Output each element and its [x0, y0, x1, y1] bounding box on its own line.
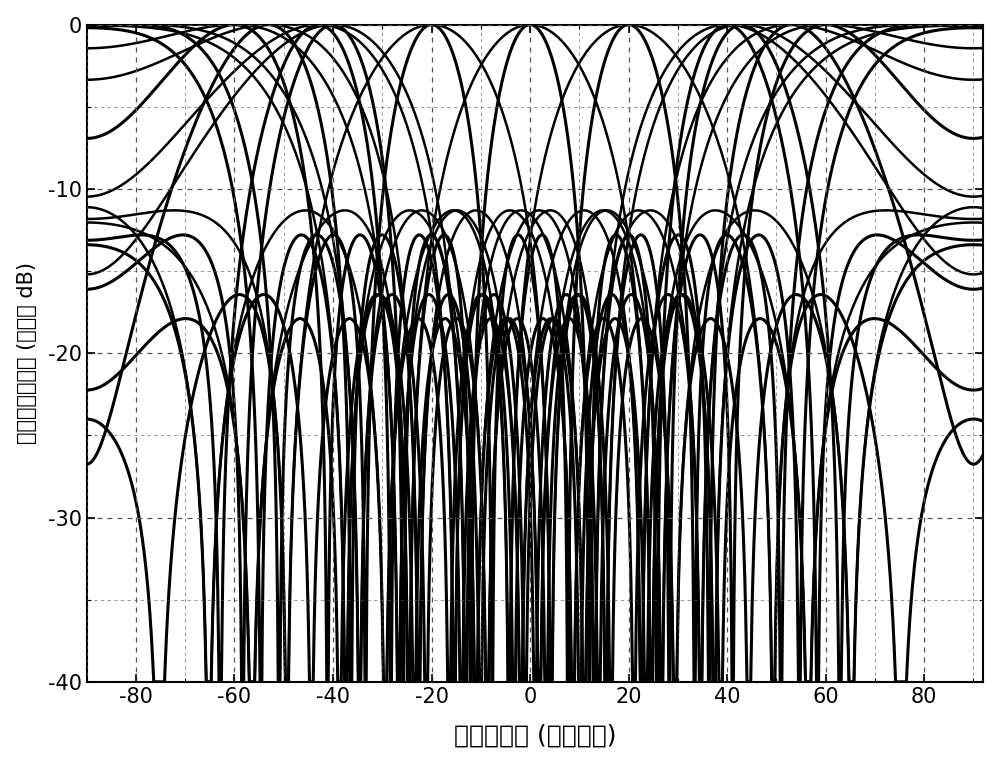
Y-axis label: 归一化辐射功率 (单位： dB): 归一化辐射功率 (单位： dB): [17, 262, 37, 444]
X-axis label: 水平面角度 (单位：度): 水平面角度 (单位：度): [454, 724, 616, 747]
